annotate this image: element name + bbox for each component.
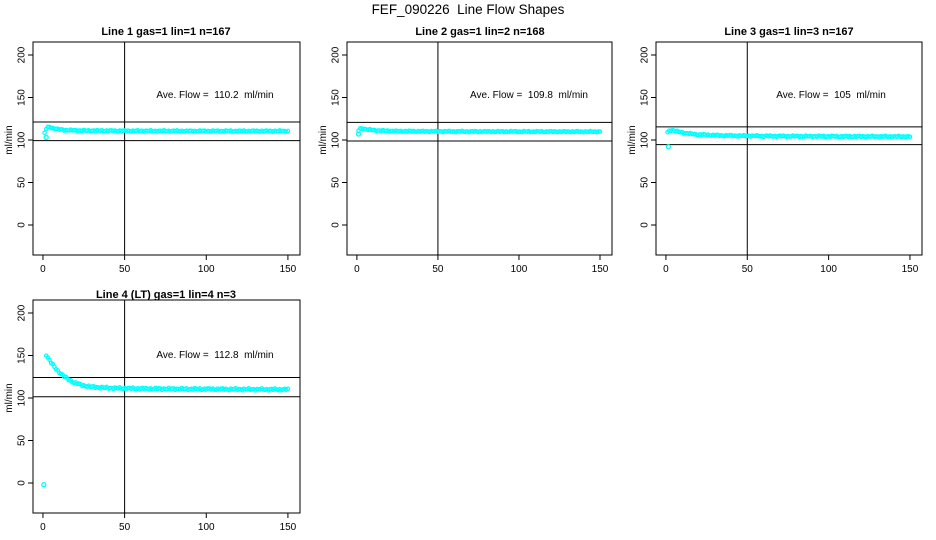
- ave-flow-annotation-line3: Ave. Flow = 105 ml/min: [776, 90, 886, 101]
- data-point: [596, 129, 601, 134]
- ave-flow-annotation-line2: Ave. Flow = 109.8 ml/min: [470, 90, 588, 101]
- outlier-point: [43, 134, 49, 141]
- y-axis-label-line1: ml/min: [4, 125, 15, 155]
- data-point: [907, 134, 913, 140]
- y-tick-label: 50: [331, 176, 342, 188]
- y-axis-label-line2: ml/min: [318, 125, 329, 155]
- x-tick-label: 0: [663, 264, 669, 275]
- y-tick-label: 200: [17, 304, 28, 321]
- x-tick-label: 0: [40, 264, 46, 275]
- data-point: [42, 130, 47, 136]
- y-tick-label: 0: [17, 222, 28, 228]
- x-tick-label: 150: [902, 264, 919, 275]
- y-tick-label: 150: [640, 89, 651, 106]
- y-tick-label: 150: [17, 347, 28, 364]
- x-tick-label: 50: [119, 522, 131, 533]
- outlier-point: [355, 131, 362, 137]
- y-tick-label: 0: [331, 222, 342, 228]
- data-point: [597, 129, 603, 134]
- x-tick-label: 100: [198, 264, 215, 275]
- ave-flow-annotation-line4: Ave. Flow = 112.8 ml/min: [156, 350, 274, 361]
- x-tick-label: 150: [592, 264, 609, 275]
- data-point: [285, 128, 291, 134]
- y-tick-label: 200: [331, 46, 342, 63]
- ave-flow-annotation-line1: Ave. Flow = 110.2 ml/min: [156, 90, 274, 101]
- y-axis-label-line4: ml/min: [4, 383, 15, 413]
- y-axis-label-line3: ml/min: [627, 125, 638, 155]
- y-tick-label: 150: [331, 89, 342, 106]
- y-tick-label: 50: [640, 176, 651, 188]
- x-tick-label: 50: [742, 264, 754, 275]
- outlier-point: [41, 482, 47, 488]
- x-tick-label: 100: [820, 264, 837, 275]
- x-tick-label: 100: [198, 522, 215, 533]
- x-tick-label: 100: [511, 264, 528, 275]
- y-tick-label: 200: [17, 46, 28, 63]
- data-point: [66, 378, 72, 383]
- panel-box: [346, 41, 613, 256]
- x-tick-label: 0: [354, 264, 360, 275]
- panel-box: [32, 299, 301, 514]
- y-tick-label: 150: [17, 89, 28, 106]
- outlier-point: [665, 144, 672, 150]
- y-tick-label: 50: [17, 434, 28, 446]
- x-tick-label: 0: [40, 522, 46, 533]
- x-tick-label: 50: [119, 264, 131, 275]
- data-point: [285, 386, 291, 392]
- y-tick-label: 200: [640, 46, 651, 63]
- y-tick-label: 50: [17, 176, 28, 188]
- panel-box: [32, 41, 301, 256]
- panel-box: [655, 41, 923, 256]
- y-tick-label: 100: [331, 131, 342, 148]
- panel-title-line4: Line 4 (LT) gas=1 lin=4 n=3: [95, 289, 237, 301]
- y-tick-label: 0: [640, 222, 651, 228]
- x-tick-label: 150: [280, 264, 297, 275]
- y-tick-label: 100: [17, 389, 28, 406]
- main-title: FEF_090226 Line Flow Shapes: [371, 2, 565, 17]
- y-tick-label: 100: [640, 131, 651, 148]
- x-tick-label: 50: [432, 264, 444, 275]
- panel-title-line2: Line 2 gas=1 lin=2 n=168: [415, 26, 545, 38]
- panel-title-line1: Line 1 gas=1 lin=1 n=167: [101, 26, 231, 38]
- x-tick-label: 150: [280, 522, 297, 533]
- y-tick-label: 0: [17, 480, 28, 486]
- panel-title-line3: Line 3 gas=1 lin=3 n=167: [724, 26, 854, 38]
- y-tick-label: 100: [17, 131, 28, 148]
